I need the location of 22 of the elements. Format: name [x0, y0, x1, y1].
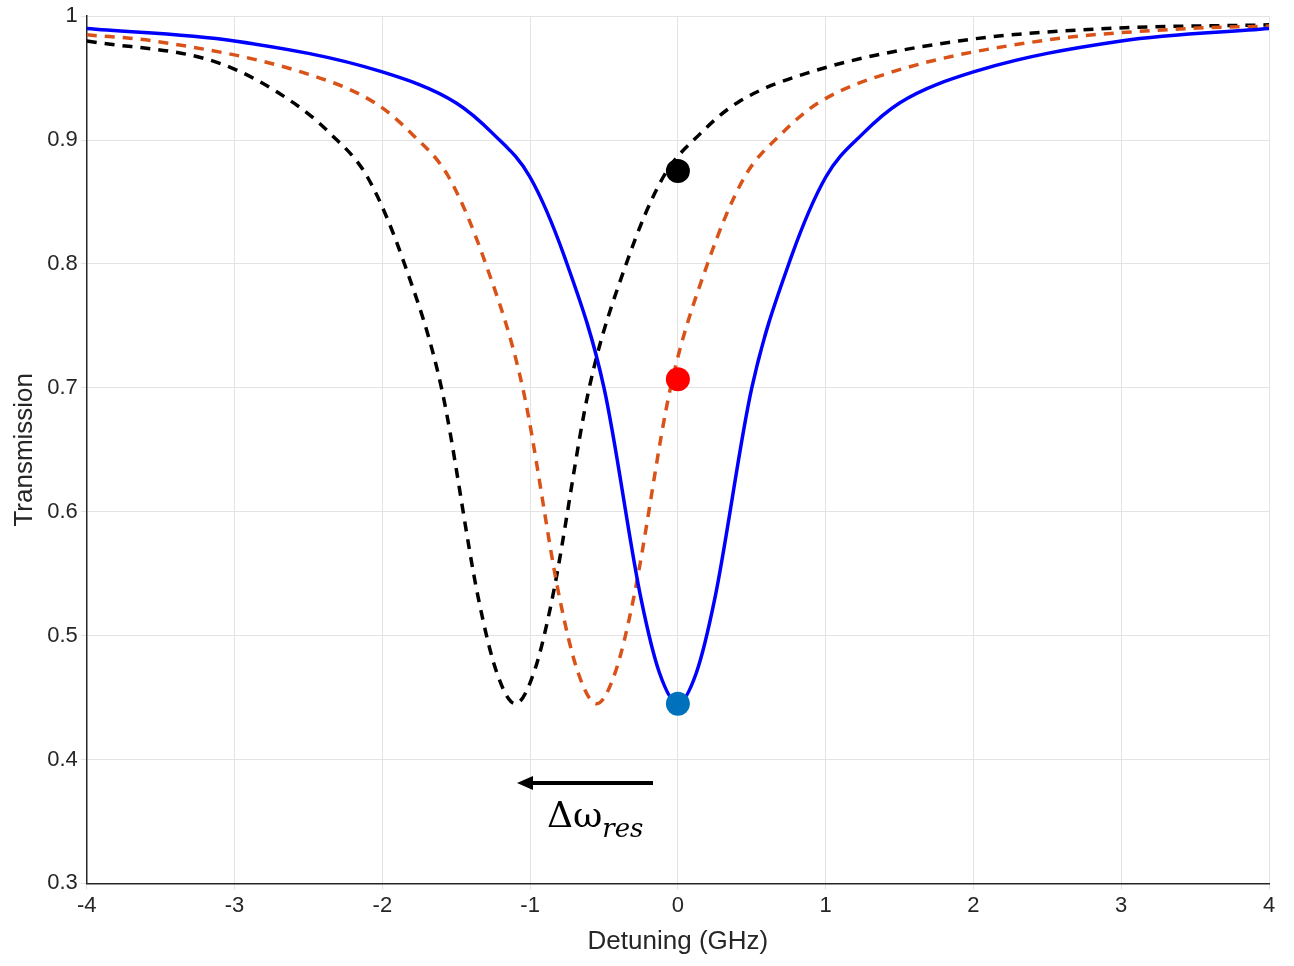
x-tick-label: -1 [520, 891, 540, 917]
y-tick-label: 0.7 [47, 373, 78, 399]
x-tick-label: 0 [671, 891, 685, 917]
y-tick-label: 0.8 [47, 250, 78, 276]
point [665, 367, 690, 392]
y-axis-title: Transmission [7, 372, 38, 527]
x-tick-label: -2 [372, 891, 393, 917]
point [665, 159, 690, 184]
y-tick-label: 0.6 [47, 497, 78, 523]
x-tick-label: -4 [77, 891, 97, 917]
y-tick-label: 0.5 [47, 621, 78, 647]
x-tick-label: -3 [224, 891, 245, 917]
point [665, 691, 690, 716]
y-tick-label: 0.4 [47, 745, 78, 771]
y-tick-label: 0.9 [47, 126, 78, 152]
x-tick-label: 2 [967, 891, 980, 917]
x-axis-title: Detuning (GHz) [587, 924, 769, 955]
x-tick-label: 1 [819, 891, 832, 917]
x-tick-label: 3 [1115, 891, 1128, 917]
y-tick-label: 0.3 [47, 869, 78, 895]
y-tick-label: 1 [65, 2, 78, 28]
x-tick-label: 4 [1262, 891, 1276, 917]
